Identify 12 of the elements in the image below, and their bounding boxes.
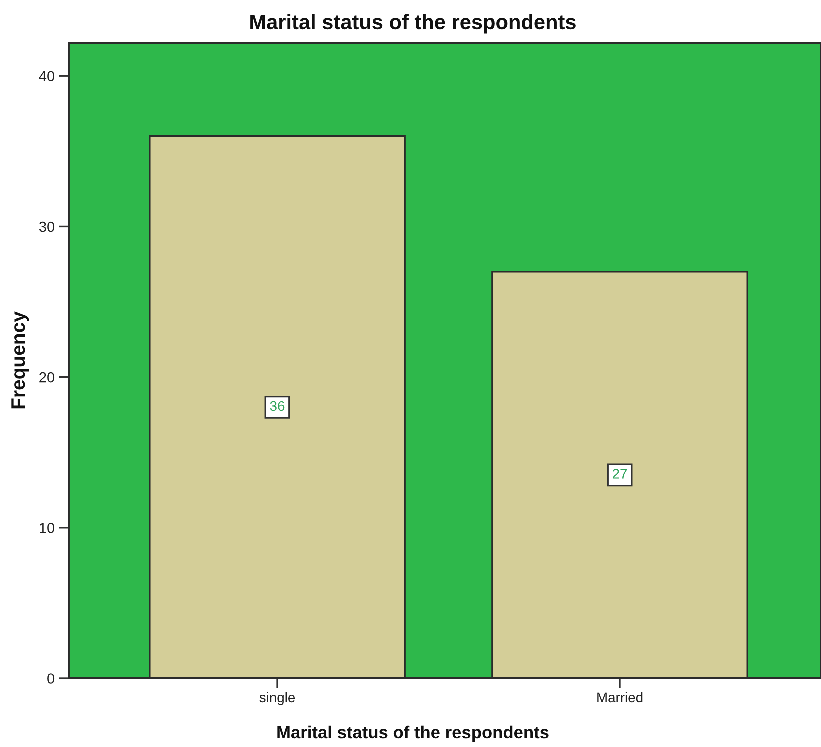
x-tick-label: Married	[598, 692, 643, 703]
data-label: 27	[612, 469, 628, 479]
x-tick-label: single	[260, 692, 296, 706]
chart-title: Marital status of the respondents	[250, 14, 576, 34]
y-tick-label: 20	[40, 372, 55, 383]
y-tick-label: 30	[39, 222, 55, 232]
y-tick-label: 10	[40, 523, 55, 534]
y-tick-label: 0	[48, 674, 55, 684]
y-tick-label: 40	[39, 71, 55, 82]
data-label: 36	[270, 401, 285, 412]
x-axis-title: Marital status of the respondents	[278, 726, 549, 742]
y-axis-title: Frequency	[12, 312, 30, 409]
